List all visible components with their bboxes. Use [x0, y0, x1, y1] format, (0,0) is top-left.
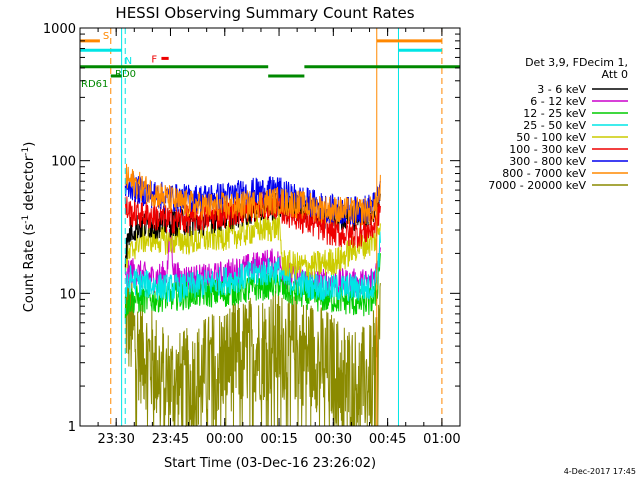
x-tick-label: 23:30: [97, 432, 134, 447]
series-4: [124, 212, 381, 281]
series-line-7: [124, 163, 381, 226]
y-tick-label: 1: [68, 420, 76, 435]
axis-layer: 23:30 23:45 00:00 00:15 00:30 00:45 01:00 1 10 10…: [43, 22, 461, 447]
series-7: [124, 163, 381, 226]
x-tick-label: 00:30: [315, 432, 352, 447]
chart-title: HESSI Observing Summary Count Rates: [115, 4, 414, 22]
y-axis-label-sup2: -1: [21, 147, 31, 156]
y-axis-label-main: Count Rate (s: [22, 224, 37, 313]
footer-timestamp: 4-Dec-2017 17:45: [564, 467, 636, 476]
legend-label-8: 7000 - 20000 keV: [488, 179, 586, 192]
x-tick-label: 00:00: [206, 432, 243, 447]
legend-label-0: 3 - 6 keV: [537, 83, 586, 96]
plot-frame: [79, 27, 461, 427]
series-8: [124, 277, 381, 428]
y-tick-label: 1000: [43, 22, 76, 37]
legend-label-3: 25 - 50 keV: [523, 119, 586, 132]
status-label-n: N: [125, 56, 132, 67]
y-axis-label-end: ): [22, 142, 37, 147]
y-axis-label-sup1: -1: [21, 215, 31, 224]
x-tick-label: 01:00: [423, 432, 460, 447]
status-label-f: F: [151, 54, 157, 65]
y-tick-label: 10: [59, 287, 76, 302]
legend-header-att: Att 0: [602, 68, 628, 81]
x-axis-label: Start Time (03-Dec-16 23:26:02): [164, 456, 376, 471]
legend-label-5: 100 - 300 keV: [509, 143, 586, 156]
series-3: [124, 231, 381, 303]
x-tick-label: 23:45: [152, 432, 189, 447]
legend-label-6: 300 - 800 keV: [509, 155, 586, 168]
series-line-4: [124, 212, 381, 281]
series-line-3: [124, 231, 381, 303]
series-line-8: [124, 277, 381, 428]
status-label-s: S: [103, 31, 109, 42]
y-axis-label-mid: detector: [22, 155, 37, 215]
legend-label-1: 6 - 12 keV: [530, 95, 586, 108]
legend-header: Det 3,9, FDecim 1,: [525, 56, 628, 69]
legend-label-2: 12 - 25 keV: [523, 107, 586, 120]
series-layer: [124, 163, 381, 428]
y-axis-label: Count Rate (s-1 detector-1): [21, 142, 37, 313]
legend-label-7: 800 - 7000 keV: [502, 167, 586, 180]
x-tick-label: 00:15: [260, 432, 297, 447]
legend-label-4: 50 - 100 keV: [516, 131, 586, 144]
y-tick-label: 100: [51, 155, 76, 170]
x-tick-label: 00:45: [369, 432, 406, 447]
status-label-rd61: RD61: [81, 79, 108, 90]
status-label-rd0: RD0: [115, 69, 136, 80]
